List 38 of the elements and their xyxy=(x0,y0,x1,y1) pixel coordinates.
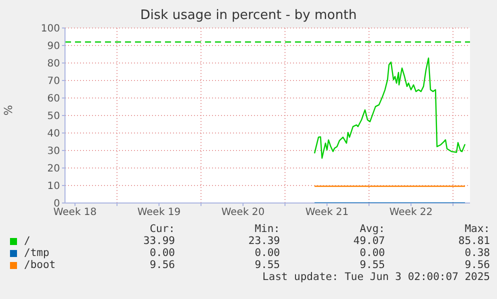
y-tick-label: 40 xyxy=(47,128,60,140)
text: 0.00 xyxy=(358,247,385,259)
text: Last update: Tue Jun 3 02:00:07 2025 xyxy=(261,271,490,283)
x-tick-label: Week 18 xyxy=(53,207,97,218)
text: Max: xyxy=(464,223,490,235)
text: 0.38 xyxy=(464,247,490,259)
text: 49.07 xyxy=(352,235,385,247)
text: Avg: xyxy=(358,223,385,235)
y-tick-label: 60 xyxy=(47,94,60,105)
y-tick-label: 80 xyxy=(47,58,60,70)
x-tick-label: Week 22 xyxy=(389,207,433,218)
x-tick-label: Week 20 xyxy=(221,207,265,218)
y-tick-label: 100 xyxy=(40,24,60,35)
legend-label: /tmp xyxy=(24,247,50,259)
text: 85.81 xyxy=(457,235,490,247)
text: 23.39 xyxy=(247,235,280,247)
x-tick-label: Week 21 xyxy=(305,207,349,218)
y-tick-label: 30 xyxy=(47,146,60,158)
y-tick-label: 50 xyxy=(47,111,60,122)
text: Min: xyxy=(254,223,280,235)
legend-label: /boot xyxy=(24,259,56,271)
y-tick-label: 20 xyxy=(47,164,60,175)
x-tick-label: Week 19 xyxy=(137,207,181,218)
y-tick-label: 10 xyxy=(47,181,60,192)
text: 9.56 xyxy=(148,259,175,271)
legend-label: / xyxy=(24,235,30,247)
text: 0.00 xyxy=(254,247,280,259)
line-series xyxy=(314,58,466,159)
text: 0.00 xyxy=(148,247,175,259)
text: 9.56 xyxy=(464,259,490,271)
y-tick-label: 70 xyxy=(47,76,60,88)
text: 9.55 xyxy=(358,259,385,271)
y-axis-title: % xyxy=(2,105,15,116)
text: 9.55 xyxy=(254,259,280,271)
text: 33.99 xyxy=(142,235,175,247)
y-tick-label: 90 xyxy=(47,41,60,52)
text: Cur: xyxy=(148,223,175,235)
chart-title: Disk usage in percent - by month xyxy=(139,8,358,23)
